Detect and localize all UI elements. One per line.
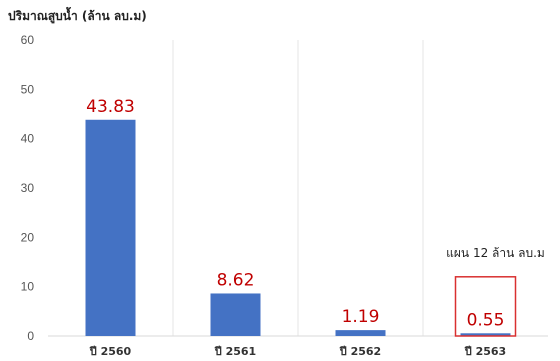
bar (460, 333, 511, 336)
data-label: 1.19 (342, 307, 380, 327)
y-axis-label: ปริมาณสูบน้ำ (ล้าน ลบ.ม) (8, 6, 147, 24)
data-label: 43.83 (86, 97, 135, 117)
bar (210, 293, 261, 336)
x-tick-label: ปี 2561 (214, 345, 257, 358)
x-tick-label: ปี 2563 (464, 345, 507, 358)
plan-annotation: แผน 12 ล้าน ลบ.ม (446, 246, 545, 337)
data-label: 8.62 (217, 270, 255, 290)
x-axis-ticks: ปี 2560 ปี 2561 ปี 2562 ปี 2563 (89, 345, 507, 358)
y-tick-label: 10 (21, 280, 35, 294)
y-tick-label: 60 (21, 33, 35, 47)
y-tick-label: 40 (21, 132, 35, 146)
y-tick-label: 50 (21, 82, 35, 96)
x-tick-label: ปี 2562 (339, 345, 382, 358)
data-labels: 43.83 8.62 1.19 0.55 (86, 97, 504, 331)
y-tick-label: 30 (21, 181, 35, 195)
y-tick-label: 0 (27, 329, 34, 343)
bars (85, 119, 511, 336)
plan-annotation-text: แผน 12 ล้าน ลบ.ม (446, 246, 545, 260)
bar (335, 330, 386, 336)
plan-highlight-box (454, 276, 517, 337)
x-tick-label: ปี 2560 (89, 345, 132, 358)
y-tick-label: 20 (21, 230, 35, 244)
bar (85, 119, 136, 336)
y-axis-ticks: 0 10 20 30 40 50 60 (21, 33, 35, 343)
data-label: 0.55 (467, 310, 505, 330)
